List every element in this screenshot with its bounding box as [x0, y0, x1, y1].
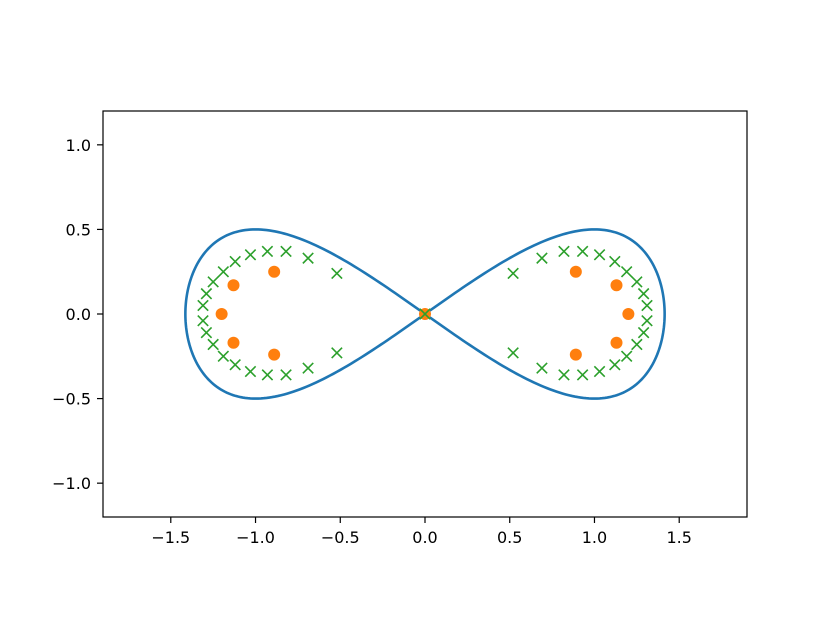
- green-marker-layer: [197, 245, 653, 381]
- green-x-point: [576, 369, 589, 381]
- orange-point: [622, 308, 635, 320]
- green-x-point: [302, 362, 314, 374]
- y-tick-label: 1.0: [66, 136, 91, 155]
- green-x-point: [609, 255, 621, 268]
- green-x-point: [558, 245, 570, 258]
- green-x-point: [217, 350, 230, 363]
- green-x-point: [641, 315, 653, 327]
- x-tick-label: 1.0: [582, 528, 607, 547]
- green-x-point: [419, 308, 431, 320]
- green-x-point: [229, 255, 241, 268]
- green-x-point: [302, 252, 314, 264]
- x-axis: −1.5 −1.0 −0.5 0.0 0.5 1.0 1.5: [151, 517, 692, 547]
- green-x-point: [244, 365, 257, 378]
- x-tick-label: 0.5: [497, 528, 522, 547]
- green-x-point: [576, 245, 589, 258]
- x-tick-label: −1.0: [236, 528, 275, 547]
- green-x-point: [229, 358, 241, 371]
- y-tick-label: −1.0: [52, 474, 91, 493]
- green-x-point: [280, 245, 292, 258]
- green-x-point: [261, 245, 274, 258]
- orange-point: [227, 279, 240, 292]
- green-x-point: [536, 362, 548, 374]
- curve-layer: [184, 228, 666, 400]
- green-x-point: [507, 347, 519, 359]
- plot-area: [102, 110, 748, 518]
- green-x-point: [244, 249, 257, 261]
- green-x-point: [620, 350, 633, 363]
- x-tick-label: 1.5: [666, 528, 691, 547]
- lemniscate-curve: [184, 228, 666, 400]
- green-x-point: [207, 276, 219, 288]
- green-x-point: [631, 276, 643, 288]
- green-x-point: [609, 358, 621, 371]
- orange-point: [569, 265, 582, 278]
- green-x-point: [641, 299, 653, 312]
- green-x-point: [637, 326, 650, 339]
- y-tick-label: 0.0: [66, 305, 91, 324]
- y-tick-label: −0.5: [52, 390, 91, 409]
- y-tick-label: 0.5: [66, 220, 91, 239]
- orange-point: [569, 348, 582, 361]
- green-x-point: [507, 267, 519, 280]
- green-x-point: [197, 299, 209, 312]
- green-x-point: [280, 369, 292, 381]
- green-x-point: [200, 326, 213, 339]
- x-tick-label: −0.5: [321, 528, 360, 547]
- green-x-point: [637, 287, 650, 300]
- orange-point: [268, 265, 281, 278]
- green-x-point: [217, 265, 230, 278]
- green-x-point: [536, 252, 548, 264]
- green-x-point: [331, 347, 343, 359]
- green-x-point: [207, 338, 219, 351]
- orange-marker-layer: [215, 265, 635, 361]
- green-x-point: [558, 369, 570, 381]
- green-x-point: [200, 287, 213, 300]
- orange-point: [227, 336, 240, 349]
- green-x-point: [197, 315, 209, 327]
- orange-point: [610, 336, 623, 349]
- y-axis: 1.0 0.5 0.0 −0.5 −1.0: [52, 136, 103, 493]
- green-x-point: [593, 249, 606, 261]
- green-x-point: [620, 265, 633, 278]
- green-x-point: [331, 267, 343, 280]
- orange-point: [215, 308, 228, 320]
- x-tick-label: 0.0: [412, 528, 437, 547]
- green-x-point: [593, 365, 606, 378]
- orange-point: [268, 348, 281, 361]
- green-x-point: [631, 338, 643, 351]
- orange-point: [610, 279, 623, 292]
- green-x-point: [261, 369, 274, 381]
- x-tick-label: −1.5: [151, 528, 190, 547]
